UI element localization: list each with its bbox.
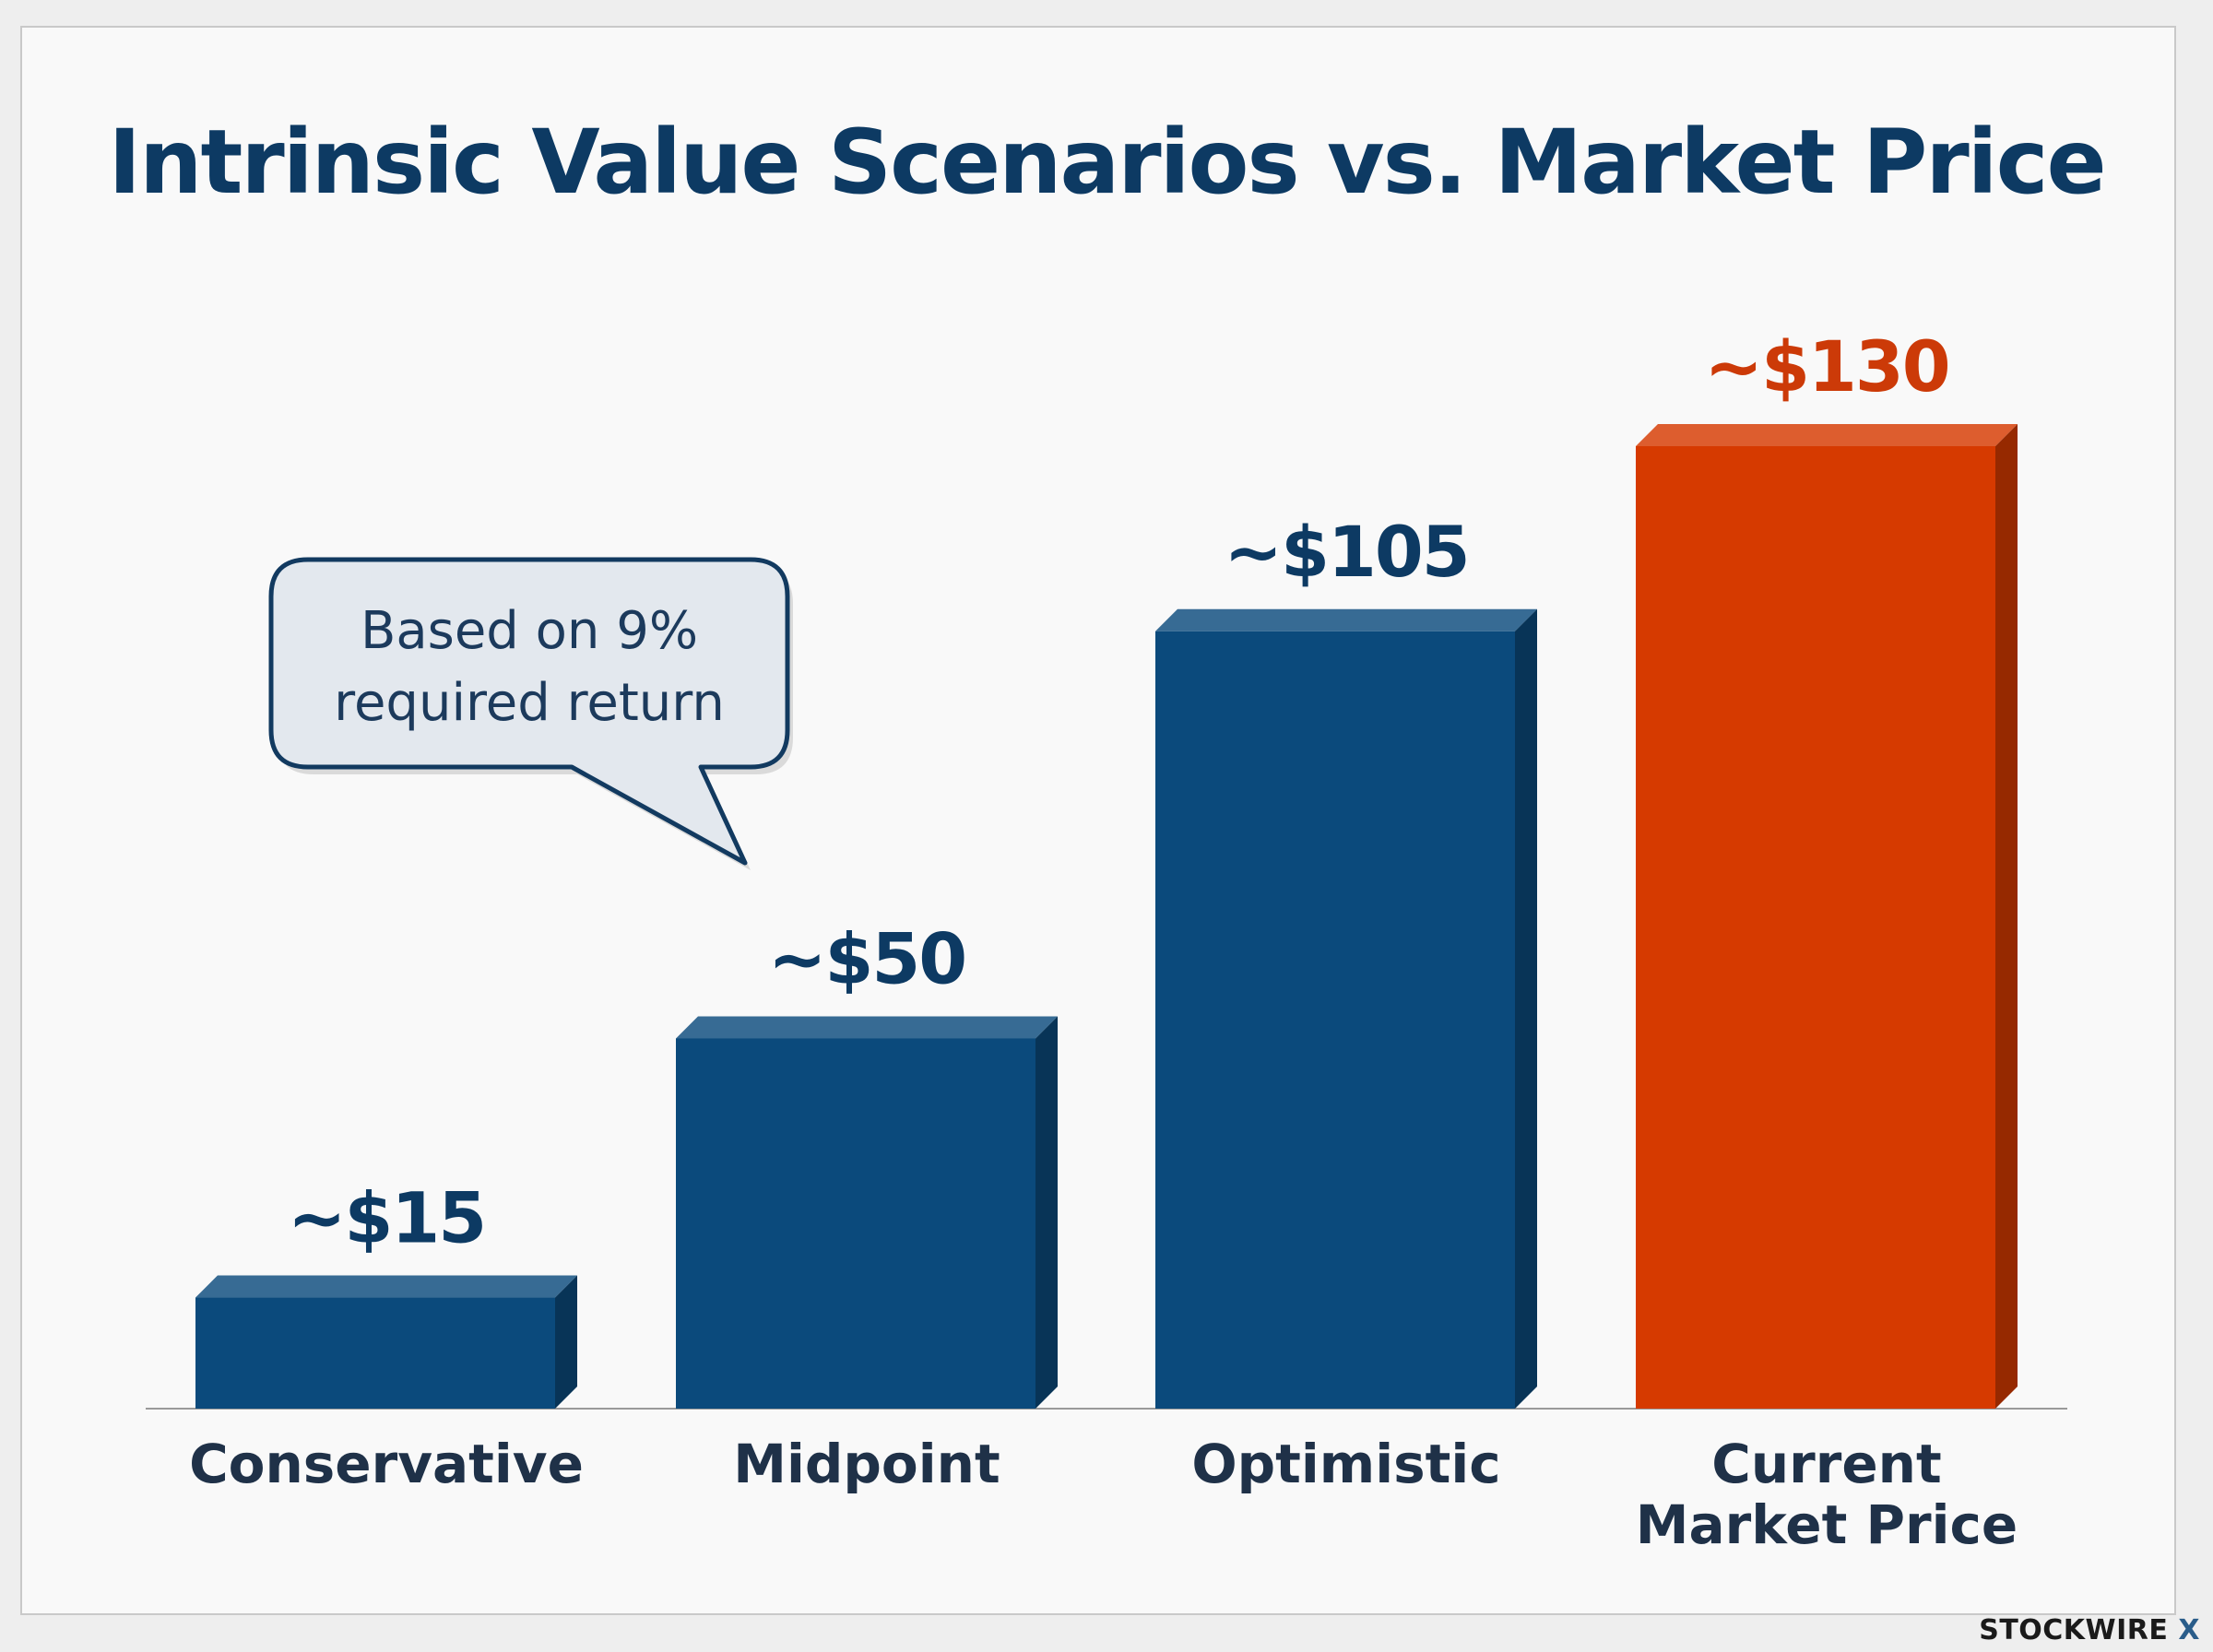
- data-label: ~$50: [768, 917, 965, 999]
- bar-side-face: [555, 1275, 577, 1409]
- annotation-callout: Based on 9% required return: [268, 557, 793, 870]
- bar-group-2: ~$105 Optimistic: [1155, 511, 1537, 1495]
- callout-bubble: [268, 557, 790, 866]
- category-label: Current: [1711, 1433, 1941, 1495]
- callout-text: Based on 9%: [361, 601, 698, 661]
- bars-group: ~$15 Conservative ~$50 Midpoint ~$105 Optimis…: [146, 325, 2067, 1556]
- data-label: ~$105: [1224, 511, 1468, 593]
- data-label: ~$15: [288, 1177, 485, 1259]
- brand-name: STOCKWIRE: [1979, 1614, 2169, 1646]
- category-label: Optimistic: [1191, 1433, 1500, 1495]
- category-label: Market Price: [1636, 1493, 2018, 1556]
- category-label: Conservative: [189, 1433, 584, 1495]
- category-label: Midpoint: [733, 1433, 1000, 1495]
- bar: [195, 1297, 555, 1409]
- bar-side-face: [1515, 608, 1537, 1409]
- bar-top-face: [195, 1275, 577, 1298]
- bar-top-face: [1636, 424, 2018, 446]
- brand-logo: STOCKWIRE X: [1979, 1614, 2200, 1646]
- bar-side-face: [1035, 1016, 1058, 1409]
- bar-group-0: ~$15 Conservative: [189, 1177, 584, 1495]
- data-label: ~$130: [1704, 325, 1948, 407]
- bar-top-face: [676, 1016, 1058, 1039]
- bar-side-face: [1995, 424, 2018, 1409]
- chart-title: Intrinsic Value Scenarios vs. Market Pri…: [108, 111, 2106, 214]
- bar-group-1: ~$50 Midpoint: [676, 917, 1058, 1495]
- bar-top-face: [1155, 608, 1537, 631]
- callout-text: required return: [334, 673, 725, 733]
- bar: [1636, 446, 1995, 1409]
- bar: [1155, 631, 1515, 1409]
- bar: [676, 1038, 1035, 1409]
- brand-mark: X: [2178, 1614, 2200, 1646]
